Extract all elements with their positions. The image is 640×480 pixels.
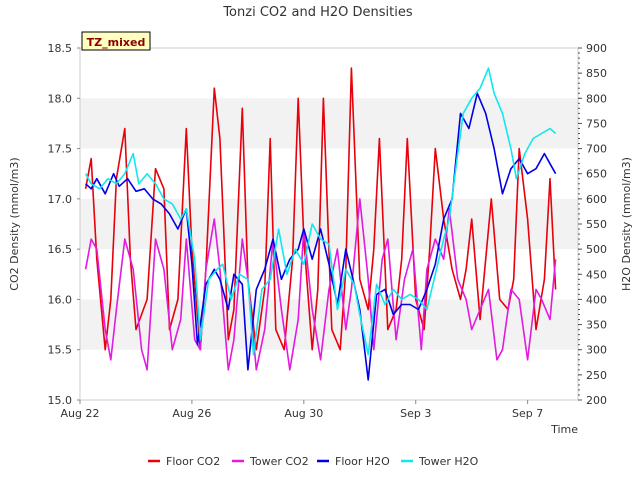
left-tick-label: 18.0 (48, 92, 73, 105)
x-tick-label: Aug 26 (172, 407, 211, 420)
x-tick-label: Sep 3 (400, 407, 431, 420)
left-tick-label: 17.5 (48, 143, 73, 156)
right-tick-label: 350 (586, 319, 607, 332)
chart-title: Tonzi CO2 and H2O Densities (222, 5, 413, 20)
series-line-floor-co2 (84, 67, 557, 351)
x-tick-label: Sep 7 (512, 407, 543, 420)
legend-label-floor-h2o: Floor H2O (335, 455, 390, 468)
right-tick-label: 450 (586, 268, 607, 281)
site-label: TZ_mixed (87, 36, 146, 49)
right-tick-label: 800 (586, 92, 607, 105)
x-axis: Aug 22 Aug 26 Aug 30 Sep 3 Sep 7 (61, 400, 543, 420)
left-tick-label: 15.0 (48, 394, 73, 407)
y-axis-left-label: CO2 Density (mmol/m3) (8, 157, 21, 290)
legend-label-floor-co2: Floor CO2 (166, 455, 220, 468)
right-tick-label: 500 (586, 243, 607, 256)
legend-label-tower-co2: Tower CO2 (249, 455, 309, 468)
legend: Floor CO2 Tower CO2 Floor H2O Tower H2O (148, 455, 479, 468)
left-tick-label: 15.5 (48, 344, 73, 357)
x-tick-label: Aug 30 (284, 407, 323, 420)
grid-band (80, 98, 578, 149)
right-tick-label: 750 (586, 117, 607, 130)
right-tick-label: 250 (586, 369, 607, 382)
left-tick-label: 18.5 (48, 42, 73, 55)
right-tick-label: 700 (586, 143, 607, 156)
site-label-box: TZ_mixed (81, 31, 151, 51)
right-tick-label: 650 (586, 168, 607, 181)
right-tick-label: 400 (586, 293, 607, 306)
right-tick-label: 600 (586, 193, 607, 206)
right-tick-label: 900 (586, 42, 607, 55)
left-tick-label: 16.0 (48, 293, 73, 306)
left-tick-label: 17.0 (48, 193, 73, 206)
series-line-tower-h2o (84, 67, 557, 356)
right-tick-label: 550 (586, 218, 607, 231)
right-tick-label: 850 (586, 67, 607, 80)
series-lines (84, 67, 557, 381)
y-axis-right-label: H2O Density (mmol/m3) (620, 157, 633, 291)
plot-bands (80, 98, 578, 350)
left-tick-label: 16.5 (48, 243, 73, 256)
series-line-floor-h2o (85, 92, 557, 381)
right-tick-label: 300 (586, 344, 607, 357)
series-line-tower-co2 (84, 198, 557, 371)
x-axis-label: Time (550, 423, 578, 436)
right-axis: 200 250 300 350 400 450 500 550 600 650 700 750 800 8… (578, 42, 607, 407)
x-tick-label: Aug 22 (61, 407, 100, 420)
legend-label-tower-h2o: Tower H2O (418, 455, 479, 468)
left-axis: 15.0 15.5 16.0 16.5 17.0 17.5 18.0 18.5 (48, 42, 80, 407)
right-tick-label: 200 (586, 394, 607, 407)
